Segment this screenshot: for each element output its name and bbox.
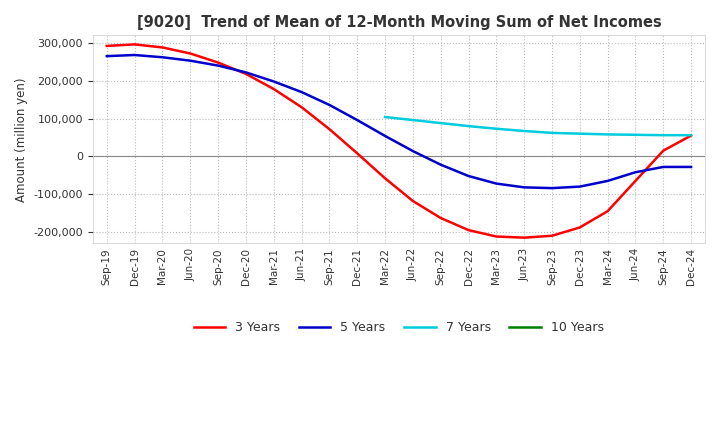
5 Years	[520, 185, 528, 190]
7 Years	[575, 131, 584, 136]
7 Years	[603, 132, 612, 137]
5 Years	[464, 173, 473, 179]
7 Years	[492, 126, 500, 132]
5 Years	[575, 184, 584, 189]
3 Years	[687, 133, 696, 138]
5 Years	[631, 169, 640, 175]
3 Years	[158, 45, 167, 50]
Line: 5 Years: 5 Years	[107, 55, 691, 188]
5 Years	[130, 52, 139, 58]
Title: [9020]  Trend of Mean of 12-Month Moving Sum of Net Incomes: [9020] Trend of Mean of 12-Month Moving …	[137, 15, 662, 30]
3 Years	[297, 105, 306, 110]
7 Years	[631, 132, 640, 137]
5 Years	[659, 164, 667, 169]
3 Years	[102, 43, 111, 48]
5 Years	[381, 133, 390, 139]
Line: 7 Years: 7 Years	[385, 117, 691, 135]
3 Years	[186, 51, 194, 56]
7 Years	[520, 128, 528, 134]
5 Years	[214, 63, 222, 68]
Legend: 3 Years, 5 Years, 7 Years, 10 Years: 3 Years, 5 Years, 7 Years, 10 Years	[189, 316, 608, 339]
3 Years	[436, 215, 445, 220]
3 Years	[325, 126, 333, 132]
3 Years	[575, 225, 584, 230]
5 Years	[269, 79, 278, 84]
5 Years	[158, 55, 167, 60]
Line: 3 Years: 3 Years	[107, 44, 691, 238]
3 Years	[130, 42, 139, 47]
3 Years	[353, 150, 361, 156]
3 Years	[631, 178, 640, 183]
3 Years	[548, 233, 557, 238]
Y-axis label: Amount (million yen): Amount (million yen)	[15, 77, 28, 202]
5 Years	[297, 89, 306, 95]
5 Years	[325, 102, 333, 107]
7 Years	[436, 121, 445, 126]
3 Years	[520, 235, 528, 240]
5 Years	[102, 54, 111, 59]
3 Years	[408, 198, 417, 204]
5 Years	[186, 58, 194, 63]
5 Years	[548, 186, 557, 191]
3 Years	[381, 176, 390, 181]
5 Years	[436, 162, 445, 167]
3 Years	[659, 148, 667, 153]
7 Years	[548, 130, 557, 136]
3 Years	[214, 60, 222, 65]
5 Years	[603, 178, 612, 183]
7 Years	[381, 114, 390, 120]
5 Years	[353, 117, 361, 123]
7 Years	[687, 132, 696, 138]
5 Years	[492, 181, 500, 186]
7 Years	[659, 132, 667, 138]
5 Years	[687, 164, 696, 169]
3 Years	[492, 234, 500, 239]
3 Years	[242, 71, 251, 77]
3 Years	[464, 227, 473, 233]
3 Years	[603, 209, 612, 214]
7 Years	[408, 117, 417, 123]
5 Years	[408, 148, 417, 154]
5 Years	[242, 70, 251, 75]
7 Years	[464, 124, 473, 129]
3 Years	[269, 86, 278, 92]
